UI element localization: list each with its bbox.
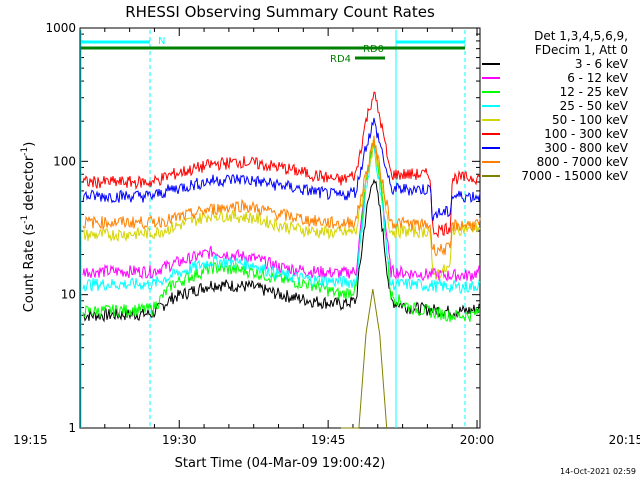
series-line — [82, 117, 481, 221]
y-axis-label-part2: detector — [22, 155, 37, 215]
legend-entry: 100 - 300 keV — [544, 127, 628, 141]
series-line — [82, 141, 481, 282]
x-tick-label: 19:30 — [162, 433, 197, 447]
series-line — [82, 141, 481, 323]
legend-entry: 3 - 6 keV — [575, 57, 629, 71]
series-line — [82, 91, 481, 239]
x-tick-label: 19:45 — [311, 433, 346, 447]
y-tick-label: 100 — [53, 154, 76, 168]
x-tick-label: 20:00 — [460, 433, 495, 447]
series-line — [82, 135, 481, 257]
flag-n-label: N — [158, 36, 165, 47]
legend-entry: 50 - 100 keV — [552, 113, 629, 127]
y-axis-label-sup2: -1 — [20, 147, 30, 156]
legend-entry: 25 - 50 keV — [560, 99, 629, 113]
series-line — [82, 178, 481, 323]
plot-area: 110100100019:1519:3019:4520:0020:1520:30… — [13, 21, 640, 447]
y-tick-label: 10 — [61, 288, 76, 302]
x-tick-label: 20:15 — [609, 433, 640, 447]
x-tick-label: 19:15 — [13, 433, 48, 447]
series-line — [341, 289, 388, 429]
legend-header-line2: FDecim 1, Att 0 — [535, 43, 628, 57]
series-line — [82, 144, 481, 295]
legend-entry: 300 - 800 keV — [544, 141, 628, 155]
y-tick-label: 1000 — [45, 21, 76, 35]
chart-title: RHESSI Observing Summary Count Rates — [125, 3, 435, 21]
y-axis-label: Count Rate (s-1 detector-1) — [20, 142, 37, 313]
plot-frame — [79, 27, 481, 429]
y-axis-label-part3: ) — [22, 142, 37, 147]
legend-entry: 7000 - 15000 keV — [521, 169, 628, 183]
legend-entry: 12 - 25 keV — [560, 85, 629, 99]
legend-header-line1: Det 1,3,4,5,6,9, — [534, 29, 628, 43]
x-axis-label: Start Time (04-Mar-09 19:00:42) — [175, 456, 386, 471]
flag-rd4-label: RD4 — [330, 54, 351, 65]
y-axis-label-part1: Count Rate (s — [22, 224, 37, 313]
legend-entry: 6 - 12 keV — [567, 71, 629, 85]
y-axis-label-sup1: -1 — [20, 215, 30, 224]
legend-entry: 800 - 7000 keV — [537, 155, 629, 169]
flag-rd0-label: RD0 — [363, 44, 384, 55]
y-tick-label: 1 — [68, 421, 76, 435]
footer-date: 14-Oct-2021 02:59 — [560, 467, 636, 476]
series-line — [82, 140, 481, 280]
